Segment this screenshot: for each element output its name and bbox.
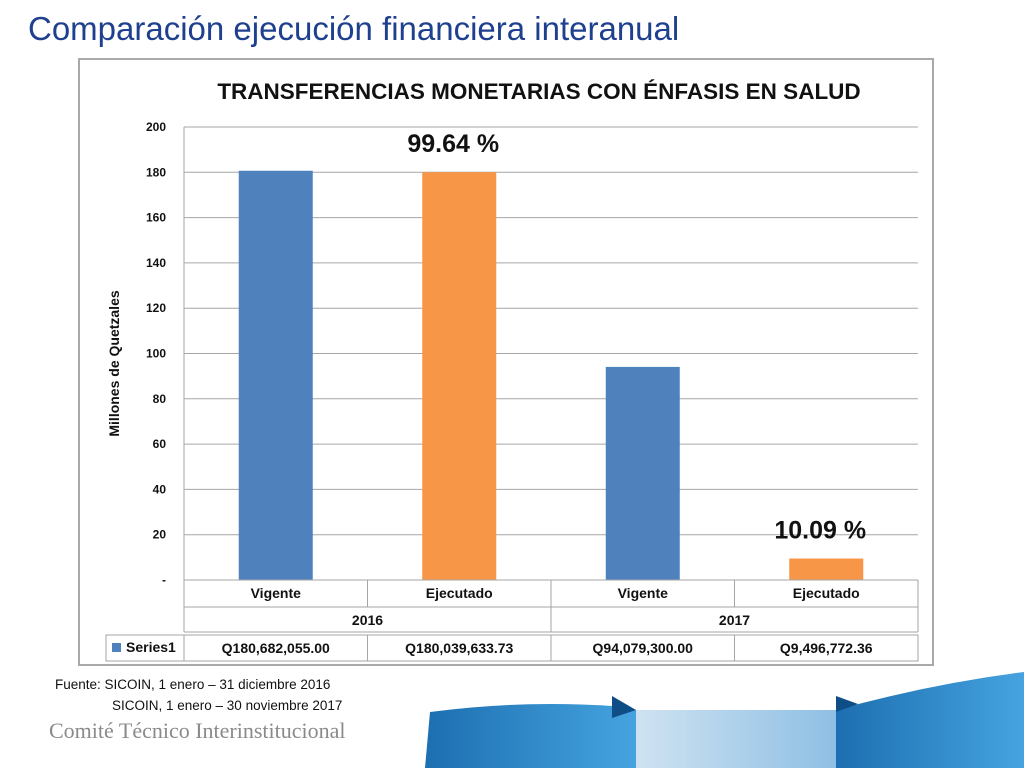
bar-ejecutado-2016 (422, 172, 497, 580)
bar-ejecutado-2017 (789, 558, 864, 580)
table-value: Q180,682,055.00 (222, 640, 330, 656)
slide-title: Comparación ejecución financiera interan… (28, 10, 680, 47)
category-label: Vigente (618, 585, 669, 601)
table-value: Q180,039,633.73 (405, 640, 513, 656)
y-tick-label: 40 (153, 482, 167, 496)
chart-frame: TRANSFERENCIAS MONETARIAS CON ÉNFASIS EN… (78, 58, 934, 666)
y-tick-label: 160 (146, 211, 166, 225)
bar-vigente-2017 (605, 366, 680, 580)
table-value: Q94,079,300.00 (593, 640, 694, 656)
bar-chart: TRANSFERENCIAS MONETARIAS CON ÉNFASIS EN… (105, 79, 919, 662)
ribbon-fold-2 (836, 696, 858, 712)
y-tick-label: 180 (146, 165, 166, 179)
y-tick-label: 60 (153, 437, 167, 451)
legend-swatch (112, 643, 121, 652)
chart-title: TRANSFERENCIAS MONETARIAS CON ÉNFASIS EN… (217, 79, 860, 104)
y-tick-label: 200 (146, 120, 166, 134)
source-line-2: SICOIN, 1 enero – 30 noviembre 2017 (112, 698, 343, 713)
group-label: 2016 (352, 612, 383, 628)
source-note: Fuente: SICOIN, 1 enero – 31 diciembre 2… (55, 674, 342, 716)
percent-annotation: 10.09 % (774, 516, 866, 544)
data-table-row (105, 634, 919, 662)
ribbon-light (636, 710, 836, 768)
source-line-1: Fuente: SICOIN, 1 enero – 31 diciembre 2… (55, 677, 331, 692)
category-label: Ejecutado (793, 585, 860, 601)
y-tick-label: - (162, 573, 166, 587)
category-label: Vigente (251, 585, 302, 601)
category-label: Ejecutado (426, 585, 493, 601)
table-value: Q9,496,772.36 (780, 640, 873, 656)
y-tick-label: 80 (153, 392, 167, 406)
y-tick-label: 140 (146, 256, 166, 270)
organization-name: Comité Técnico Interinstitucional (49, 718, 346, 743)
y-axis-label: Millones de Quetzales (106, 290, 122, 436)
ribbon-fold (612, 696, 636, 718)
y-tick-label: 20 (153, 528, 167, 542)
ribbon-blue-2 (836, 672, 1024, 768)
ribbon-blue-1 (425, 704, 636, 768)
y-tick-label: 120 (146, 301, 166, 315)
group-label: 2017 (719, 612, 750, 628)
legend-series-name: Series1 (126, 639, 176, 655)
y-tick-label: 100 (146, 347, 166, 361)
percent-annotation: 99.64 % (407, 130, 499, 158)
bar-vigente-2016 (238, 170, 313, 580)
